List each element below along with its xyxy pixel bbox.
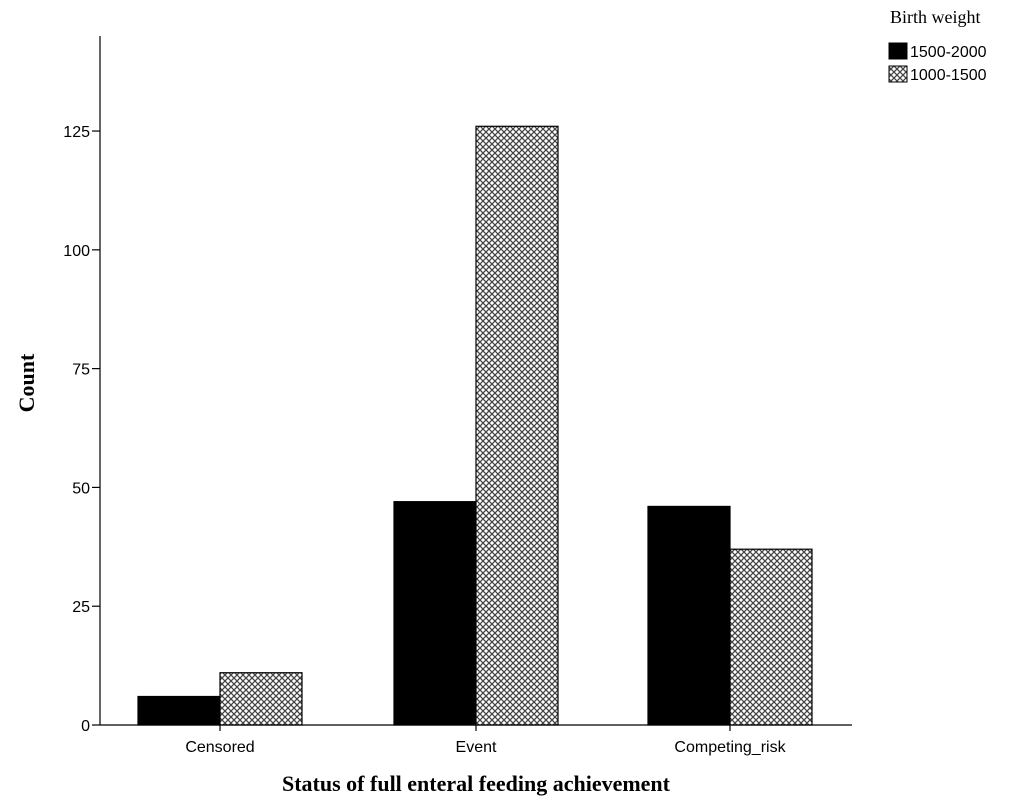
y-tick-label: 50 (72, 480, 90, 497)
x-tick-label: Censored (185, 739, 254, 756)
x-tick-label: Competing_risk (674, 739, 786, 756)
bars-layer (137, 125, 813, 726)
labels-layer: Censored Event Competing_risk 0 25 50 75 100 125 (63, 124, 786, 756)
axes-layer (92, 36, 852, 731)
bar-event-1000-1500 (475, 125, 559, 726)
legend-label-1000-1500: 1000-1500 (910, 67, 987, 84)
legend: Birth weight 1500-2000 1000-1500 (888, 7, 987, 84)
x-axis-title: Status of full enteral feeding achieveme… (282, 771, 671, 796)
bar-censored-1500-2000 (137, 695, 221, 726)
legend-swatch-1000-1500 (888, 65, 908, 83)
y-tick-label: 25 (72, 599, 90, 616)
bar-event-1500-2000 (393, 501, 477, 726)
y-tick-label: 0 (81, 718, 90, 735)
legend-title: Birth weight (890, 7, 981, 27)
y-axis-title: Count (14, 353, 39, 412)
bar-competing_risk-1500-2000 (647, 505, 731, 726)
x-tick-label: Event (456, 739, 497, 756)
y-tick-label: 75 (72, 362, 90, 379)
y-tick-label: 125 (63, 124, 90, 141)
bar-censored-1000-1500 (219, 672, 303, 726)
legend-label-1500-2000: 1500-2000 (910, 44, 987, 61)
y-tick-label: 100 (63, 243, 90, 260)
legend-swatch-1500-2000 (888, 42, 908, 60)
bar-competing_risk-1000-1500 (729, 548, 813, 726)
